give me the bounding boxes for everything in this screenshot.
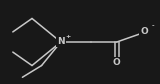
Text: O: O <box>140 27 148 36</box>
Text: O: O <box>113 58 121 67</box>
Text: +: + <box>65 34 71 39</box>
Text: N: N <box>57 37 65 47</box>
Text: -: - <box>152 23 154 28</box>
